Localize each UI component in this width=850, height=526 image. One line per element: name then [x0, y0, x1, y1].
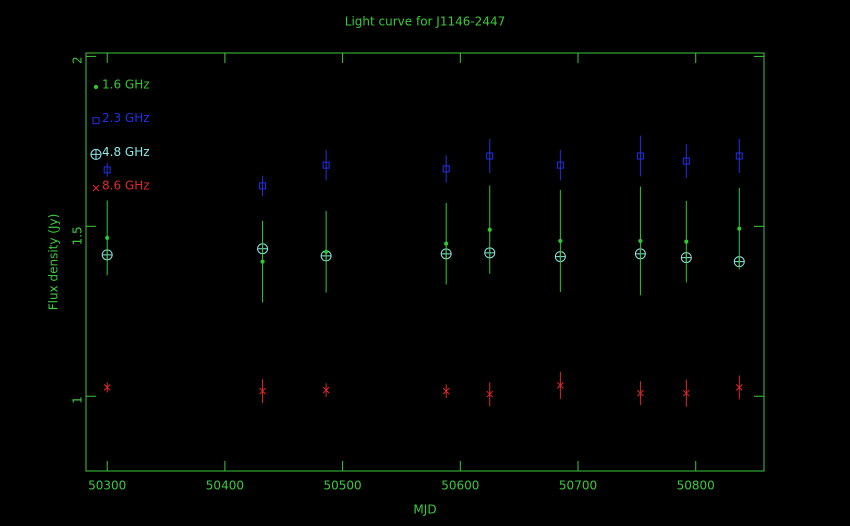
x-tick-label: 50400: [206, 479, 244, 493]
data-point: [324, 249, 329, 254]
y-tick-label: 1: [71, 396, 85, 404]
chart-title: Light curve for J1146-2447: [345, 15, 505, 29]
data-point: [486, 152, 494, 160]
y-tick-label: 1.5: [71, 226, 85, 245]
data-point: [322, 386, 330, 394]
data-point: [558, 238, 563, 244]
data-point: [442, 387, 450, 395]
data-point: [682, 157, 690, 165]
data-point: [260, 259, 265, 264]
data-point: [684, 239, 689, 244]
legend-marker: [93, 84, 99, 90]
data-point: [737, 226, 742, 231]
data-point: [103, 384, 111, 391]
data-point: [637, 389, 644, 397]
x-tick-label: 50700: [559, 479, 597, 493]
data-point: [557, 382, 564, 389]
legend-label: 8.6 GHz: [102, 179, 150, 193]
x-tick-label: 50300: [88, 479, 126, 493]
x-axis-label: MJD: [413, 503, 436, 517]
data-point: [105, 235, 110, 240]
y-axis-label: Flux density (Jy): [47, 214, 61, 311]
data-point: [636, 152, 644, 160]
plot-frame: [85, 52, 765, 472]
data-point: [556, 161, 564, 169]
legend-marker: [92, 184, 100, 192]
data-point: [442, 165, 450, 173]
data-point: [638, 238, 643, 244]
data-point: [259, 182, 267, 190]
x-tick-label: 50500: [324, 479, 362, 493]
data-point: [259, 387, 266, 395]
x-tick-label: 50800: [677, 479, 715, 493]
legend-marker: [92, 117, 100, 125]
data-point: [444, 241, 449, 246]
data-point: [322, 161, 330, 169]
data-point: [486, 390, 494, 398]
data-point: [487, 227, 492, 232]
data-point: [682, 389, 690, 397]
x-tick-label: 50600: [441, 479, 479, 493]
data-point: [103, 166, 111, 174]
legend-label: 4.8 GHz: [102, 145, 150, 159]
legend-marker: [90, 148, 102, 160]
data-point: [735, 384, 743, 391]
data-point: [735, 152, 743, 160]
y-tick-label: 2: [71, 56, 85, 64]
legend-label: 1.6 GHz: [102, 78, 150, 92]
legend-label: 2.3 GHz: [102, 111, 150, 125]
